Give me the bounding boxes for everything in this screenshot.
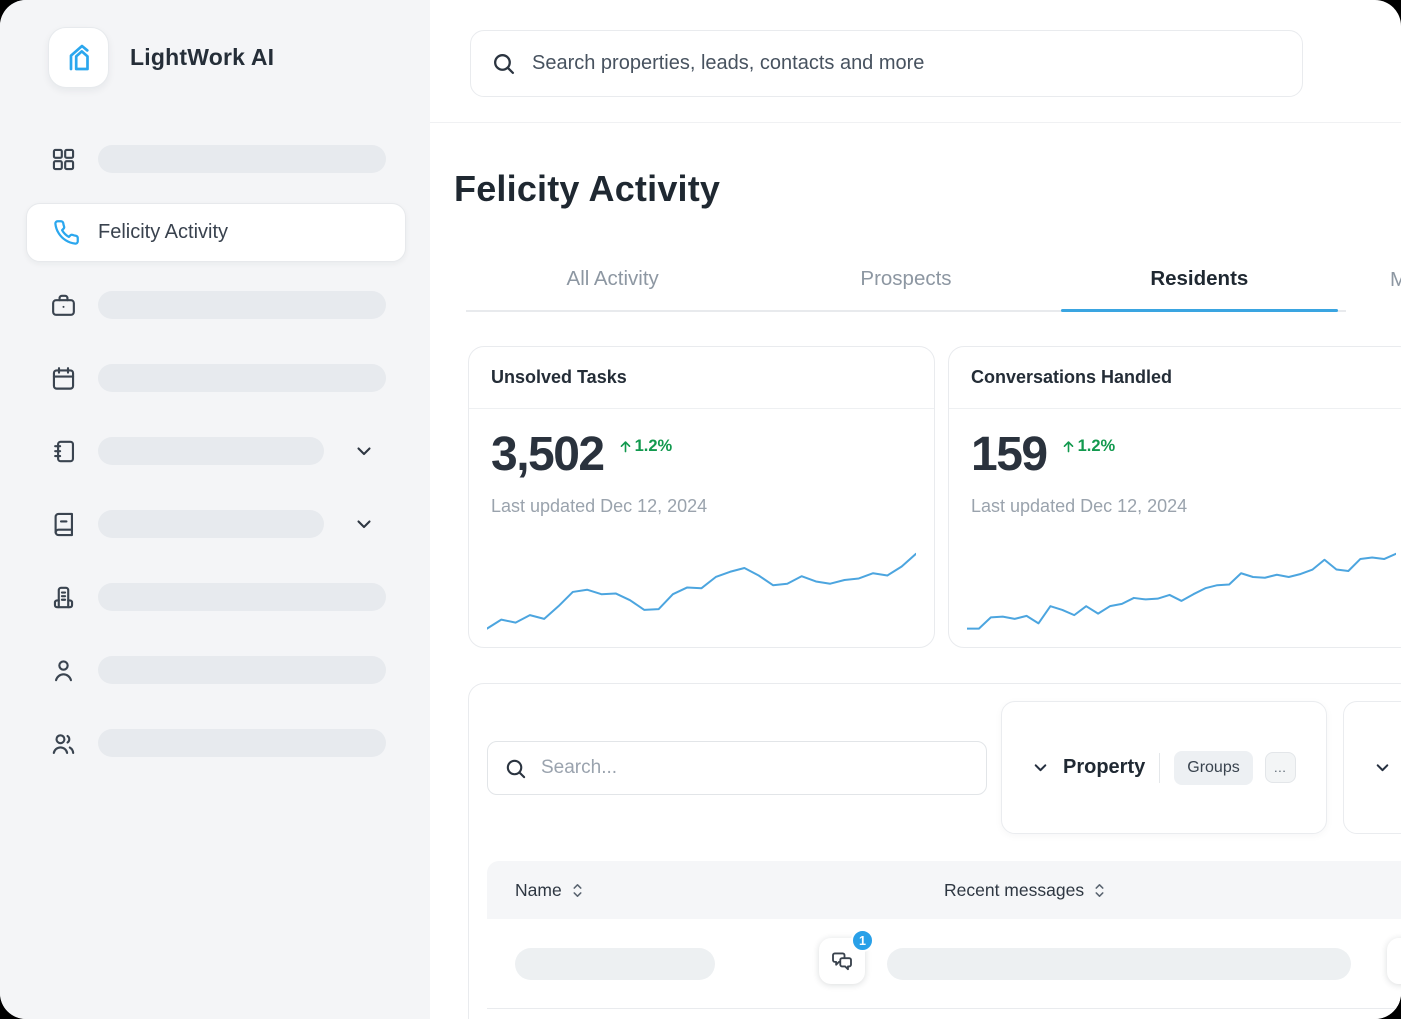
sidebar-item-book[interactable] [0,510,430,538]
tab-bar: All Activity Prospects Residents [466,248,1346,312]
sidebar-item-building[interactable] [0,583,430,611]
sidebar-item-label: Felicity Activity [98,221,229,243]
tab-next-clipped[interactable]: M [1390,268,1401,291]
name-placeholder [515,948,715,980]
grid-icon [49,145,77,173]
more-options-button[interactable]: ... [1264,752,1296,783]
sidebar-item-calendar[interactable] [0,364,430,392]
nav-label-placeholder [98,583,386,611]
global-search[interactable] [470,30,1303,97]
sidebar-item-notebook[interactable] [0,437,430,465]
panel-search[interactable] [487,741,987,795]
chevron-down-icon[interactable] [1372,757,1393,778]
search-icon [504,757,527,780]
panel-search-input[interactable] [541,757,970,779]
topbar-divider [430,122,1401,123]
message-placeholder [887,948,1351,980]
nav-label-placeholder [98,656,386,684]
nav-label-placeholder [98,437,324,465]
messages-button[interactable]: 1 [819,929,874,984]
column-header-name[interactable]: Name [515,880,915,901]
notebook-icon [49,437,77,465]
arrow-up-icon [618,439,633,454]
sort-icon[interactable] [1093,882,1106,899]
stat-card-conversations-handled: Conversations Handled 159 1.2% Last upda… [948,346,1401,648]
global-search-input[interactable] [532,52,1282,75]
groups-button[interactable]: Groups [1174,750,1253,785]
sidebar-item-user[interactable] [0,656,430,684]
calendar-icon [49,364,77,392]
stat-card-unsolved-tasks: Unsolved Tasks 3,502 1.2% Last updated D… [468,346,935,648]
chevron-down-icon[interactable] [350,512,378,536]
sidebar-item-felicity-activity[interactable]: Felicity Activity [26,203,406,262]
messages-button-clipped[interactable] [1387,938,1401,984]
user-icon [49,656,77,684]
table-row[interactable]: 1 [487,919,1401,1009]
nav-label-placeholder [98,291,386,319]
sidebar: LightWork AI Felicity Activity [0,0,430,1019]
stat-updated: Last updated Dec 12, 2024 [491,496,708,516]
sparkline-chart [487,545,916,633]
search-icon [491,51,516,76]
tab-all-activity[interactable]: All Activity [566,267,659,290]
stat-card-title: Unsolved Tasks [469,347,934,409]
house-logo-icon [61,40,97,76]
residents-table: Name Recent messages [487,861,1401,1009]
arrow-up-icon [1061,439,1076,454]
sidebar-item-users[interactable] [0,729,430,757]
sidebar-item-briefcase[interactable] [0,291,430,319]
stat-value: 3,502 [491,428,605,481]
stat-card-title: Conversations Handled [949,347,1401,409]
table-header-row: Name Recent messages [487,861,1401,919]
nav-label-placeholder [98,364,386,392]
residents-panel: Property Groups ... Name [468,683,1401,1019]
unread-badge: 1 [851,929,874,952]
stat-delta: 1.2% [1061,437,1115,456]
stat-updated: Last updated Dec 12, 2024 [971,496,1188,516]
tab-residents[interactable]: Residents [1053,248,1346,312]
property-filter[interactable]: Property Groups ... [1001,701,1327,834]
building-icon [49,583,77,611]
brand-name: LightWork AI [130,44,275,70]
column-header-recent-messages[interactable]: Recent messages [944,880,1106,901]
page-title: Felicity Activity [454,168,721,209]
users-icon [49,729,77,757]
chevron-down-icon[interactable] [1030,757,1051,778]
briefcase-icon [49,291,77,319]
sidebar-item-dashboard[interactable] [0,145,430,173]
chat-bubbles-icon [829,948,855,974]
sort-icon[interactable] [571,882,584,899]
filter-divider [1159,752,1161,783]
phone-icon [53,219,80,246]
brand-logo[interactable] [48,27,109,88]
chevron-down-icon[interactable] [350,439,378,463]
property-filter-label: Property [1063,756,1146,778]
book-icon [49,510,77,538]
stat-delta: 1.2% [618,437,672,456]
secondary-filter[interactable] [1343,701,1401,834]
sparkline-chart [967,545,1396,633]
nav-label-placeholder [98,729,386,757]
nav-label-placeholder [98,510,324,538]
nav-label-placeholder [98,145,386,173]
tab-prospects[interactable]: Prospects [860,267,952,290]
stat-value: 159 [971,428,1048,481]
